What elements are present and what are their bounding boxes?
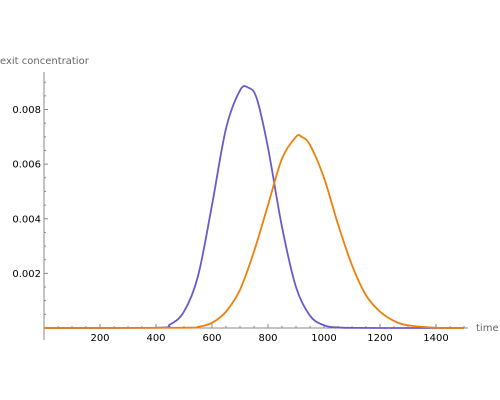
labels: exit concentratior time — [0, 56, 499, 334]
x-tick-label: 1200 — [367, 333, 392, 344]
x-tick-label: 1400 — [423, 333, 448, 344]
y-tick-label: 0.006 — [12, 160, 41, 171]
y-axis-label: exit concentratior — [0, 56, 90, 67]
series-line-1 — [43, 85, 464, 329]
y-tick-label: 0.008 — [12, 105, 41, 116]
y-tick-label: 0.004 — [12, 214, 41, 225]
y-tick-label: 0.002 — [12, 269, 41, 280]
x-tick-label: 200 — [90, 333, 109, 344]
axes: 200 400 600 800 1000 1200 1400 0.002 0.004 0.006 0… — [12, 72, 468, 344]
x-tick-label: 800 — [258, 333, 277, 344]
x-tick-label: 1000 — [311, 333, 336, 344]
series-line-2 — [43, 133, 465, 329]
x-axis-label: time — [476, 323, 499, 334]
x-tick-label: 600 — [202, 333, 221, 344]
x-tick-label: 400 — [146, 333, 165, 344]
series-layer — [43, 85, 465, 329]
